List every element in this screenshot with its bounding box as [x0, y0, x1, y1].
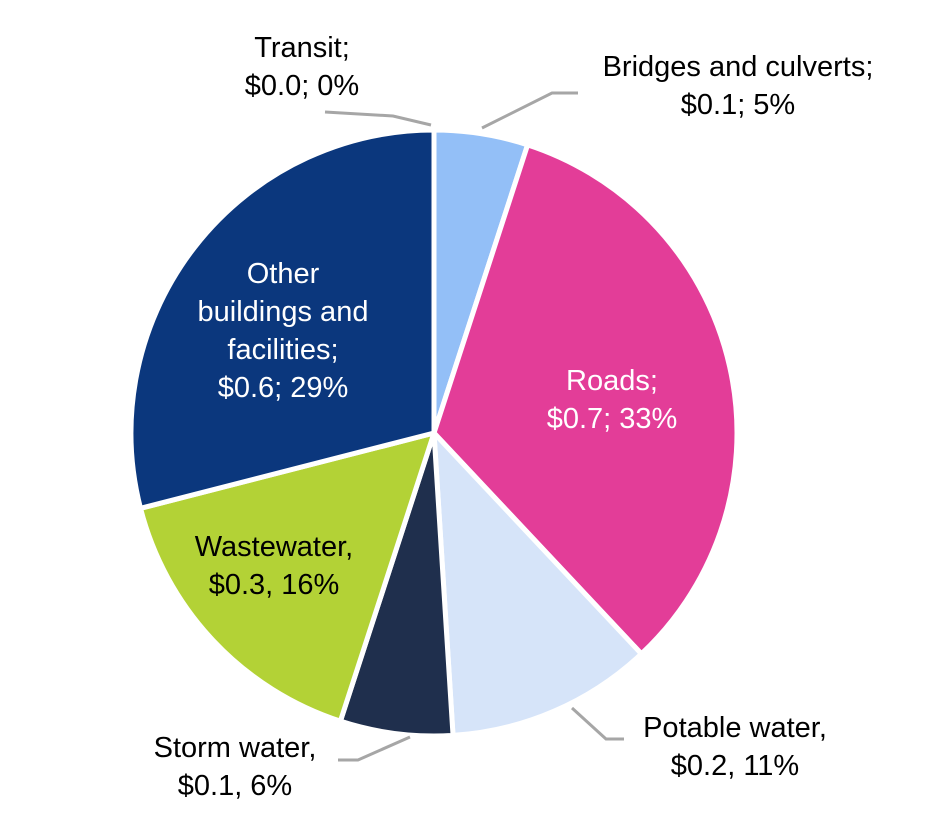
leader-line-storm-water	[338, 735, 411, 762]
data-label-line: $0.6; 29%	[218, 372, 349, 404]
data-label-line: $0.1, 6%	[178, 770, 292, 802]
data-label-line: $0.7; 33%	[547, 403, 678, 435]
leader-lines	[324, 91, 624, 762]
data-label-line: facilities;	[227, 334, 338, 366]
data-label-line: Other	[247, 258, 320, 290]
data-label-line: Storm water,	[154, 732, 317, 764]
slice-potable-water	[431, 430, 644, 738]
data-label-roads: Roads; $0.7; 33%	[547, 365, 678, 435]
data-label-line: Wastewater,	[195, 531, 353, 563]
data-label-line: buildings and	[198, 296, 369, 328]
data-label-storm-water: Storm water, $0.1, 6%	[154, 732, 317, 802]
leader-line-transit	[324, 110, 432, 127]
slice-roads	[431, 142, 740, 657]
data-label-bridges-and-culverts: Bridges and culverts; $0.1; 5%	[603, 51, 874, 121]
data-label-wastewater: Wastewater, $0.3, 16%	[195, 531, 353, 601]
leader-line-potable-water	[570, 706, 624, 741]
data-label-other-buildings-and-facilities: Other buildings and facilities; $0.6; 29%	[198, 258, 369, 404]
leader-line-bridges-and-culverts	[481, 91, 578, 130]
data-label-line: Roads;	[566, 365, 658, 397]
data-label-transit: Transit; $0.0; 0%	[245, 32, 359, 102]
slice-wastewater	[138, 430, 437, 724]
data-label-line: Potable water,	[643, 712, 827, 744]
data-label-line: $0.0; 0%	[245, 70, 359, 102]
data-label-line: $0.2, 11%	[671, 750, 799, 782]
data-label-line: $0.3, 16%	[209, 569, 340, 601]
slice-labels: Bridges and culverts; $0.1; 5% Roads; $0.7;…	[154, 32, 874, 802]
data-label-potable-water: Potable water, $0.2, 11%	[643, 712, 827, 782]
slice-other-buildings-and-facilities	[128, 127, 437, 511]
data-label-line: Bridges and culverts;	[603, 51, 874, 83]
data-label-line: Transit;	[254, 32, 350, 64]
data-label-line: $0.1; 5%	[681, 89, 795, 121]
pie-slices	[128, 127, 740, 739]
